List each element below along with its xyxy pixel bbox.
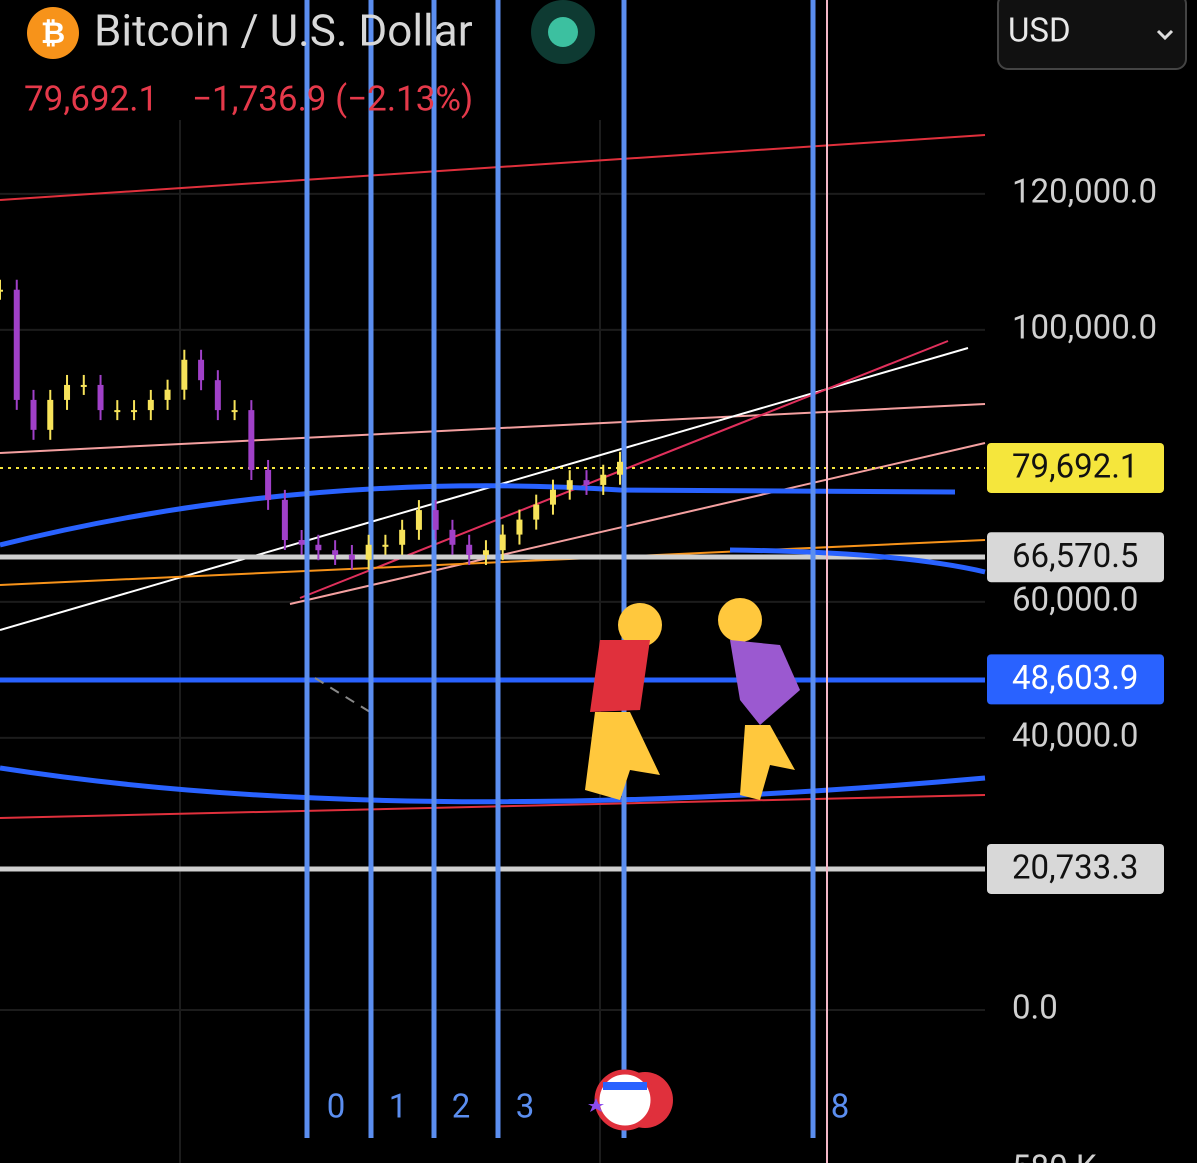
price-label: 48,603.9 [1012, 659, 1138, 698]
fib-label: 2 [452, 1088, 471, 1127]
candle [147, 399, 154, 411]
price-label-box [987, 442, 1164, 493]
status-dot [548, 17, 578, 47]
candle [617, 461, 623, 475]
candle [64, 384, 71, 400]
candle [332, 550, 339, 555]
candle [97, 384, 104, 411]
price-label: 20,733.3 [1012, 849, 1138, 888]
candle [348, 554, 355, 560]
currency-label[interactable]: USD [1008, 12, 1071, 51]
us-flag-icon[interactable] [594, 1069, 656, 1131]
y-tick-label: 60,000.0 [1012, 581, 1138, 620]
price-label: 79,692.1 [1012, 448, 1138, 487]
candle [365, 544, 372, 560]
candle [281, 499, 288, 541]
y-tick-label: 40,000.0 [1012, 717, 1138, 756]
y-tick-label: 120,000.0 [1012, 173, 1157, 212]
candle [516, 519, 523, 535]
candle [449, 529, 456, 545]
price-change: −1,736.9 (−2.13%) [192, 78, 473, 119]
bitcoin-symbol: ₿ [41, 16, 65, 51]
candle [265, 469, 272, 500]
fib-label: 8 [831, 1088, 850, 1127]
candle [80, 384, 87, 387]
candle [13, 289, 20, 400]
chevron-icon [1156, 29, 1174, 41]
fib-label: 1 [389, 1088, 408, 1127]
fib-label: 0 [327, 1088, 346, 1127]
volume-label: 580 K [1012, 1149, 1097, 1163]
price-label: 66,570.5 [1012, 537, 1138, 576]
candle [533, 504, 540, 520]
candle [466, 544, 473, 555]
price-label-box [987, 654, 1164, 705]
candle [432, 510, 439, 530]
candle [248, 410, 255, 470]
candle [583, 480, 590, 485]
candle [600, 474, 607, 485]
candle [499, 534, 506, 551]
drawings [0, 0, 986, 1163]
candle [566, 480, 573, 490]
sparkle-icon [588, 1098, 604, 1112]
last-price: 79,692.1 [24, 78, 158, 119]
y-tick-label: 100,000.0 [1012, 309, 1157, 348]
candle [131, 410, 138, 413]
flag-canton [603, 1082, 647, 1090]
symbol-title: Bitcoin / U.S. Dollar [94, 5, 473, 57]
candle [298, 540, 305, 545]
candle [549, 489, 556, 505]
candle [315, 544, 322, 551]
currency-select[interactable] [997, 0, 1187, 70]
candle [164, 389, 171, 400]
y-tick-label: 0.0 [1012, 989, 1058, 1028]
candle [114, 410, 121, 413]
candle [231, 410, 238, 413]
wrestlers-icon [585, 598, 800, 800]
bitcoin-icon [27, 7, 79, 59]
candle [198, 359, 205, 381]
candle [482, 550, 489, 555]
candle [382, 544, 389, 547]
price-label-box [987, 532, 1164, 583]
candle [399, 529, 406, 545]
price-label-box [987, 843, 1164, 894]
candle [415, 510, 422, 530]
fib-label: 3 [516, 1088, 535, 1127]
candle [0, 289, 3, 292]
candle [30, 399, 37, 430]
candle [47, 399, 54, 430]
candle [181, 359, 188, 390]
candle [214, 380, 221, 411]
